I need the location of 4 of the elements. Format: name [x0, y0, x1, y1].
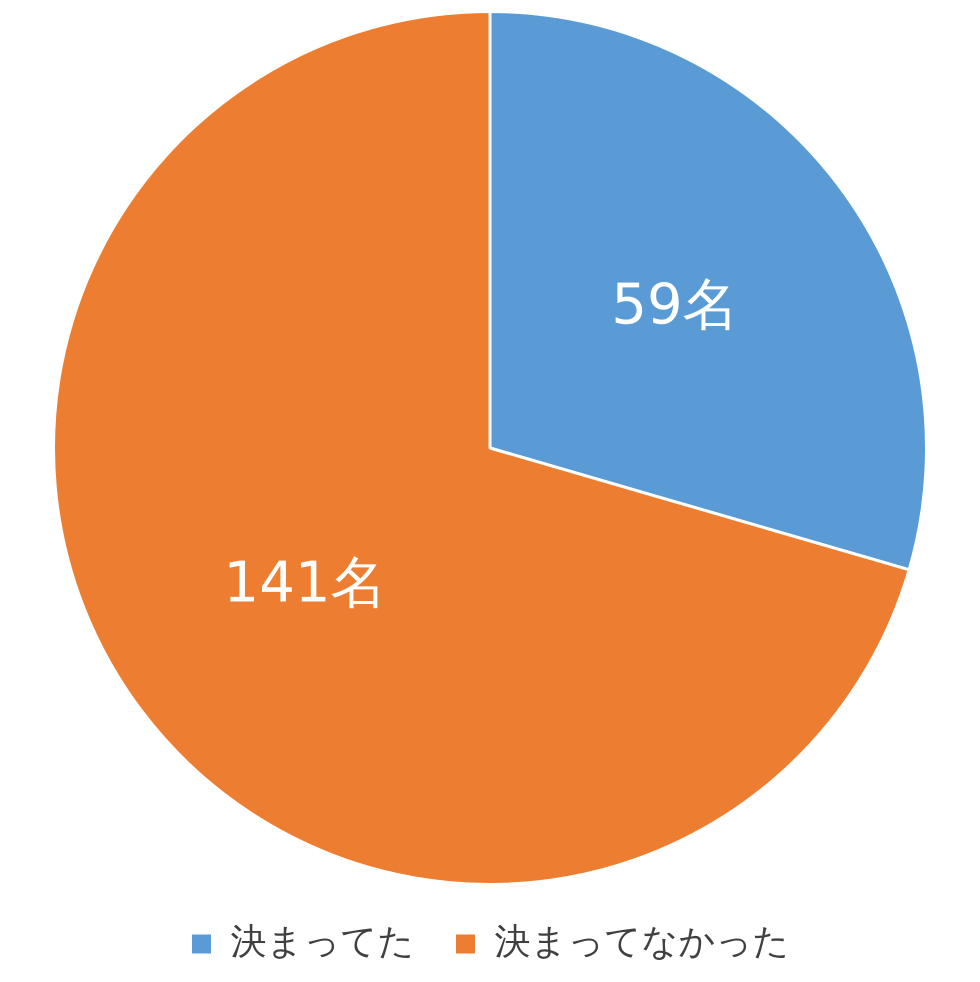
legend-label: 決まってた	[230, 921, 414, 962]
data-label: 141名	[224, 550, 386, 616]
data-label: 59名	[611, 272, 739, 338]
legend-label: 決まってなかった	[494, 921, 790, 962]
